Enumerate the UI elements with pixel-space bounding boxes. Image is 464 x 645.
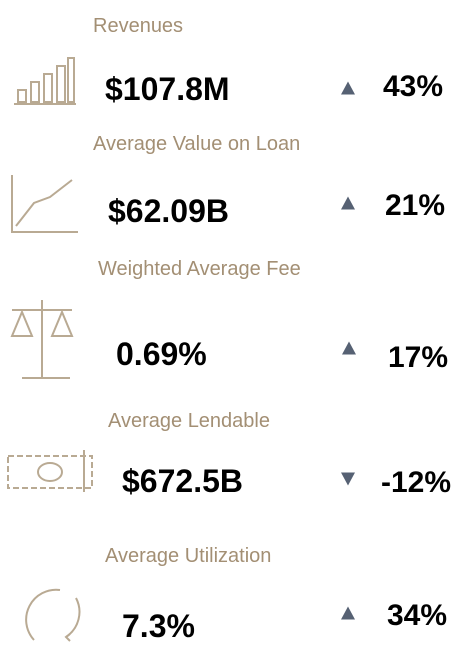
kpi-change: -12% <box>381 466 451 499</box>
kpi-change: 43% <box>383 70 443 103</box>
kpi-change: 17% <box>388 341 448 374</box>
kpi-label: Weighted Average Fee <box>98 258 301 280</box>
kpi-change: 34% <box>387 599 447 632</box>
cash-icon <box>7 450 93 492</box>
kpi-label: Average Value on Loan <box>93 133 300 155</box>
trend-arrow <box>342 341 356 355</box>
kpi-value: $107.8M <box>105 71 230 107</box>
trend-arrow <box>341 472 355 486</box>
kpi-label: Average Lendable <box>108 410 270 432</box>
kpi-value: $62.09B <box>108 193 229 229</box>
kpi-change: 21% <box>385 189 445 222</box>
trend-arrow <box>341 81 355 95</box>
kpi-value: $672.5B <box>122 463 243 499</box>
trend-arrow <box>341 606 355 620</box>
kpi-label: Average Utilization <box>105 545 271 567</box>
cycle-icon <box>25 588 81 642</box>
kpi-value: 7.3% <box>122 608 195 644</box>
bar-chart-icon <box>14 57 76 105</box>
kpi-label: Revenues <box>93 15 183 37</box>
kpi-value: 0.69% <box>116 336 207 372</box>
trend-arrow <box>341 196 355 210</box>
line-chart-icon <box>11 175 78 233</box>
scale-icon <box>10 300 74 379</box>
